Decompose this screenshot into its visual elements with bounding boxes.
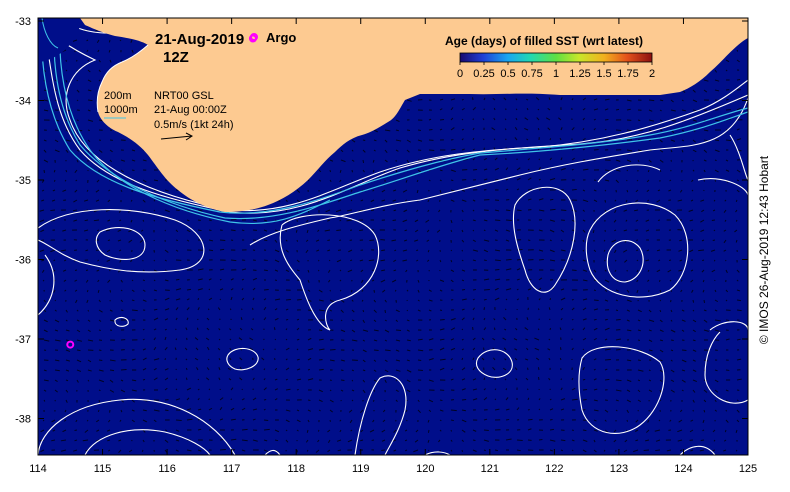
product-time: 21-Aug 00:00Z bbox=[154, 104, 227, 116]
y-axis: -33 -34 -35 -36 -37 -38 bbox=[15, 16, 748, 426]
contour-line bbox=[475, 349, 513, 378]
isobath-1000m bbox=[58, 18, 331, 225]
argo-float-marker bbox=[66, 340, 75, 349]
x-tick-label: 121 bbox=[481, 463, 499, 475]
colorbar-title: Age (days) of filled SST (wrt latest) bbox=[445, 34, 643, 48]
contour-line bbox=[512, 186, 576, 293]
contour-line bbox=[578, 346, 665, 434]
contour-line bbox=[597, 164, 661, 183]
colorbar-tick-label: 0.25 bbox=[473, 68, 494, 80]
colorbar-tick-label: 1.5 bbox=[596, 68, 611, 80]
contour-line bbox=[226, 347, 259, 371]
contour-line bbox=[585, 202, 689, 298]
contour-line bbox=[38, 209, 205, 273]
isobath-200m bbox=[41, 18, 748, 214]
colorbar-tick-label: 1.25 bbox=[569, 68, 590, 80]
argo-legend-icon bbox=[250, 33, 258, 41]
contour-line bbox=[38, 18, 748, 212]
x-tick-label: 122 bbox=[545, 463, 563, 475]
product-name: NRT00 GSL bbox=[154, 90, 214, 102]
y-tick-label: -37 bbox=[15, 334, 31, 346]
x-tick-label: 119 bbox=[352, 463, 370, 475]
contour-line bbox=[424, 451, 451, 455]
colorbar bbox=[459, 52, 653, 63]
x-tick-label: 120 bbox=[416, 463, 434, 475]
isobath-200-label: 200m bbox=[104, 90, 132, 102]
x-tick-label: 125 bbox=[739, 463, 757, 475]
contour-line bbox=[38, 254, 55, 316]
contour-line bbox=[114, 316, 129, 327]
x-tick-label: 123 bbox=[610, 463, 628, 475]
x-tick-label: 124 bbox=[674, 463, 692, 475]
ocean-area bbox=[38, 18, 81, 62]
isobaths bbox=[41, 18, 748, 225]
contour-line bbox=[96, 44, 149, 113]
credit-label: © IMOS 26-Aug-2019 12:43 Hobart bbox=[757, 155, 771, 345]
vector-scale-label: 0.5m/s (1kt 24h) bbox=[154, 119, 233, 131]
contour-line bbox=[606, 239, 644, 283]
x-tick-label: 118 bbox=[287, 463, 305, 475]
y-tick-label: -34 bbox=[15, 96, 31, 108]
x-tick-label: 117 bbox=[223, 463, 241, 475]
contour-line bbox=[679, 445, 716, 455]
colorbar-tick-label: 0.5 bbox=[500, 68, 515, 80]
title-time: 12Z bbox=[163, 49, 189, 66]
colorbar-tick-label: 2 bbox=[649, 68, 655, 80]
contour-line bbox=[95, 227, 146, 260]
colorbar-tick-label: 1 bbox=[553, 68, 559, 80]
isobath-1000m bbox=[53, 18, 748, 220]
contour-line bbox=[354, 375, 407, 455]
colorbar-tick-label: 1.75 bbox=[617, 68, 638, 80]
vector-scale-arrow bbox=[160, 132, 193, 141]
title-date: 21-Aug-2019 bbox=[155, 31, 244, 48]
plot-frame bbox=[37, 17, 749, 456]
argo-legend-label: Argo bbox=[266, 30, 296, 45]
y-tick-label: -36 bbox=[15, 255, 31, 267]
contour-line bbox=[264, 449, 281, 455]
contour-line bbox=[697, 178, 748, 196]
colorbar-ticks: 0 0.25 0.5 0.75 1 1.25 1.5 1.75 2 bbox=[457, 62, 655, 80]
y-tick-label: -38 bbox=[15, 414, 31, 426]
colorbar-tick-label: 0 bbox=[457, 68, 463, 80]
x-axis: 114 115 116 117 118 119 120 121 122 123 124 125 bbox=[29, 18, 757, 475]
land-mass bbox=[38, 18, 748, 212]
x-tick-label: 116 bbox=[158, 463, 176, 475]
x-tick-label: 115 bbox=[94, 463, 112, 475]
contour-line bbox=[249, 97, 748, 246]
contour-line bbox=[84, 429, 211, 455]
colorbar-tick-label: 0.75 bbox=[521, 68, 542, 80]
isobath-1000-label: 1000m bbox=[104, 104, 138, 116]
contour-line bbox=[704, 321, 748, 404]
contour-line bbox=[729, 134, 748, 181]
x-tick-label: 114 bbox=[29, 463, 47, 475]
y-tick-label: -35 bbox=[15, 175, 31, 187]
contour-line bbox=[279, 214, 380, 331]
y-tick-label: -33 bbox=[15, 16, 31, 28]
contour-line bbox=[38, 398, 236, 455]
